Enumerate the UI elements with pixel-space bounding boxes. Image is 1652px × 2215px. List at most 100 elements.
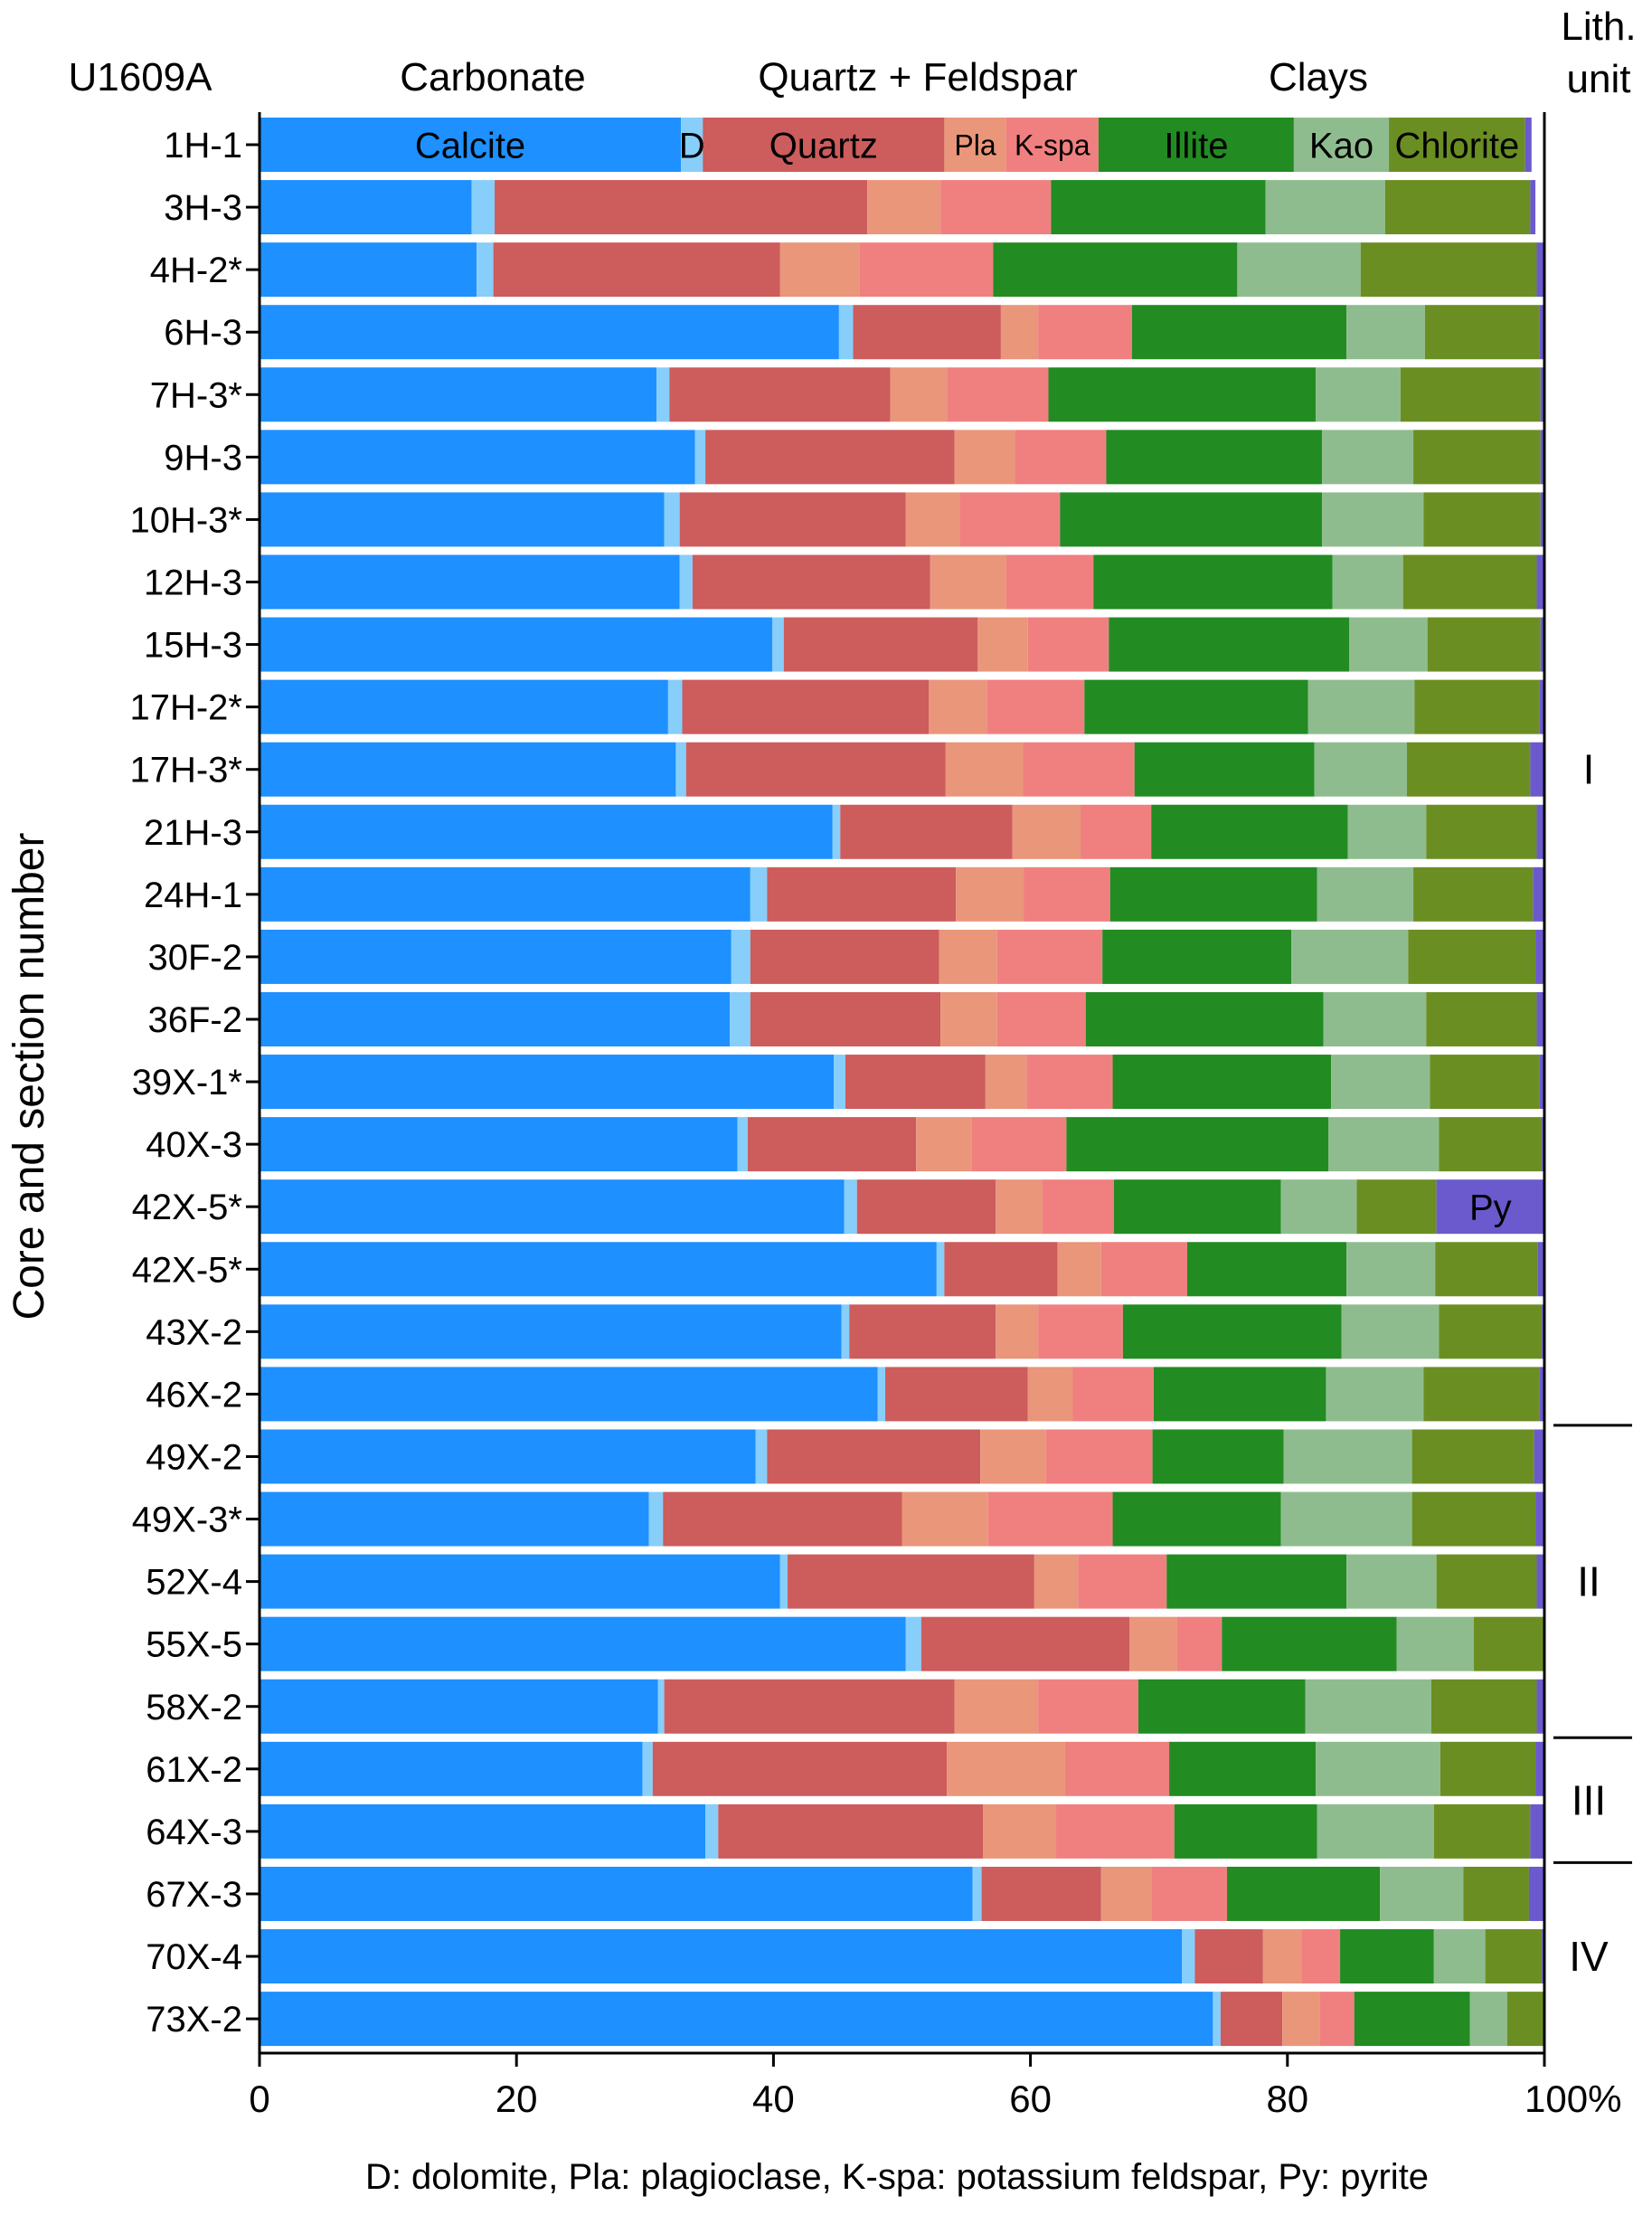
bar-segment-kspar [1100, 1242, 1187, 1297]
bar-segment-kaolinite [1283, 1429, 1412, 1484]
bar-segment-dolomite [838, 305, 854, 360]
bar-segment-quartz [750, 991, 941, 1046]
row-label: 21H-3 [144, 813, 242, 853]
lith-header-line2: unit [1567, 57, 1631, 101]
bar-segment-calcite [260, 1367, 878, 1422]
bar-segment-pyrite [1530, 1803, 1544, 1859]
bar-segment-kaolinite [1341, 1304, 1440, 1359]
bar-segment-chlorite [1402, 554, 1537, 610]
bar-segment-dolomite [675, 742, 686, 797]
bar-segment-dolomite [730, 991, 750, 1046]
bar-segment-kaolinite [1328, 1117, 1440, 1172]
bar-segment-plagioclase [930, 554, 1006, 610]
bar-segment-dolomite [471, 180, 496, 235]
bar-label-dolomite: D [679, 126, 705, 166]
bar-segment-dolomite [750, 866, 768, 922]
bar-segment-pyrite [1536, 242, 1544, 298]
bar-segment-illite [1093, 554, 1333, 610]
x-axis-group: 0 20 40 60 80 100% [249, 112, 1621, 2120]
bar-segment-kaolinite [1265, 180, 1385, 235]
bar-segment-kaolinite [1346, 305, 1425, 360]
bar-segment-pyrite [1436, 1179, 1544, 1235]
bar-segment-dolomite [477, 242, 494, 298]
bar-label-pyrite: Py [1469, 1188, 1512, 1228]
bar-segment-calcite [260, 1055, 835, 1110]
bar-segment-calcite [260, 1992, 1213, 2047]
bar-label-quartz: Quartz [769, 126, 878, 166]
bar-segment-pyrite [1536, 991, 1544, 1046]
bar-segment-dolomite [844, 1179, 857, 1235]
bar-segment-chlorite [1426, 991, 1537, 1046]
bar-segment-pyrite [1539, 1055, 1544, 1110]
bar-segment-calcite [260, 929, 732, 984]
bar-segment-dolomite [936, 1242, 945, 1297]
bars-group [260, 118, 1544, 2047]
bar-segment-plagioclase [929, 679, 987, 734]
bar-segment-chlorite [1411, 1491, 1536, 1547]
bar-segment-illite [1154, 1367, 1326, 1422]
bar-segment-chlorite [1473, 1616, 1544, 1671]
bar-segment-kspar [1056, 1803, 1175, 1859]
bar-segment-pyrite [1534, 1429, 1544, 1484]
bar-segment-kspar [1301, 1929, 1341, 1984]
row-label: 43X-2 [146, 1312, 242, 1352]
bar-segment-dolomite [657, 1679, 665, 1734]
bar-segment-illite [1169, 1741, 1317, 1796]
bar-segment-plagioclase [1262, 1929, 1302, 1984]
bar-segment-kaolinite [1317, 866, 1414, 922]
bar-segment-plagioclase [956, 866, 1024, 922]
bar-segment-illite [1174, 1803, 1317, 1859]
bar-segment-chlorite [1463, 1866, 1529, 1921]
row-label: 39X-1* [132, 1063, 242, 1103]
footnote: D: dolomite, Pla: plagioclase, K-spa: po… [365, 2157, 1429, 2197]
row-label: 70X-4 [146, 1937, 242, 1977]
bar-segment-plagioclase [916, 1117, 972, 1172]
bar-label-calcite: Calcite [415, 126, 525, 166]
bar-segment-quartz [856, 1179, 996, 1235]
bar-segment-dolomite [681, 118, 703, 172]
row-label: 36F-2 [148, 1000, 243, 1040]
bar-segment-pyrite [1536, 804, 1544, 859]
bar-segment-quartz [652, 1741, 948, 1796]
bar-segment-plagioclase [939, 929, 997, 984]
bar-segment-kspar [940, 180, 1052, 235]
bar-segment-kspar [959, 492, 1061, 547]
bar-segment-dolomite [834, 1055, 845, 1110]
bar-segment-kspar [1042, 1179, 1114, 1235]
row-label: 42X-5* [132, 1250, 242, 1290]
bar-segment-kspar [1038, 305, 1132, 360]
bar-segment-chlorite [1439, 1117, 1543, 1172]
bar-segment-pyrite [1540, 617, 1544, 672]
bar-segment-illite [1227, 1866, 1381, 1921]
bar-segment-calcite [260, 1929, 1183, 1984]
bar-segment-illite [1131, 305, 1347, 360]
bar-segment-illite [1340, 1929, 1434, 1984]
bar-segment-plagioclase [1034, 1554, 1079, 1609]
bar-segment-calcite [260, 804, 833, 859]
row-label: 73X-2 [146, 2000, 242, 2040]
bar-segment-dolomite [1213, 1992, 1221, 2047]
bar-segment-kaolinite [1293, 118, 1390, 172]
bar-segment-kaolinite [1305, 1679, 1431, 1734]
bar-segment-kaolinite [1322, 430, 1414, 485]
bar-segment-calcite [260, 1803, 706, 1859]
bar-segment-illite [1098, 118, 1294, 172]
bar-segment-plagioclase [983, 1803, 1057, 1859]
bar-segment-plagioclase [1027, 1367, 1073, 1422]
bar-segment-kspar [1038, 1679, 1138, 1734]
bar-segment-calcite [260, 180, 472, 235]
bar-segment-kspar [1027, 617, 1109, 672]
bar-segment-calcite [260, 554, 680, 610]
row-label: 67X-3 [146, 1875, 242, 1915]
bar-segment-kaolinite [1349, 617, 1428, 672]
bar-segment-kaolinite [1346, 1242, 1436, 1297]
bar-segment-kaolinite [1433, 1929, 1486, 1984]
bar-segment-quartz [703, 118, 945, 172]
bar-segment-illite [1085, 991, 1324, 1046]
bar-segment-quartz [767, 1429, 981, 1484]
bar-segment-chlorite [1423, 492, 1541, 547]
bar-segment-kspar [1038, 1304, 1123, 1359]
bar-segment-calcite [260, 1117, 738, 1172]
bar-segment-kspar [859, 242, 994, 298]
